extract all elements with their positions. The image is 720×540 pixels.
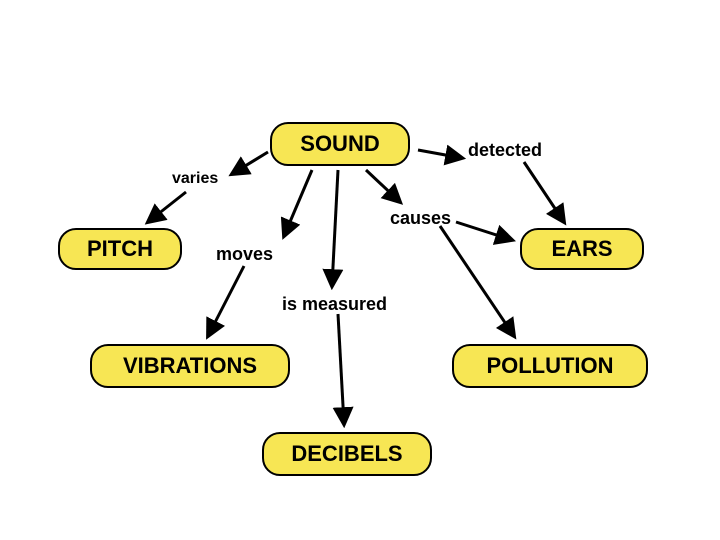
arrow-causes-to-pollution [440,226,514,336]
edge-label-causes-text: causes [390,208,451,228]
node-sound: SOUND [270,122,410,166]
arrow-sound-to-moves [284,170,312,236]
edge-label-varies-text: varies [172,170,218,187]
arrow-measured-to-decibels [338,314,344,424]
node-pollution-label: POLLUTION [486,353,613,379]
node-vibrations-label: VIBRATIONS [123,353,257,379]
node-pollution: POLLUTION [452,344,648,388]
arrow-moves-to-vibrations [208,266,244,336]
node-decibels-label: DECIBELS [291,441,402,467]
node-pitch-label: PITCH [87,236,153,262]
edge-label-varies: varies [172,170,218,188]
node-pitch: PITCH [58,228,182,270]
node-vibrations: VIBRATIONS [90,344,290,388]
node-ears-label: EARS [551,236,612,262]
edge-label-detected-text: detected [468,140,542,160]
node-ears: EARS [520,228,644,270]
arrow-detected-to-ears [524,162,564,222]
arrow-sound-to-detected [418,150,462,158]
edge-label-moves: moves [216,244,273,265]
concept-map-stage: SOUND PITCH EARS VIBRATIONS POLLUTION DE… [0,0,720,540]
node-decibels: DECIBELS [262,432,432,476]
edge-label-measured: is measured [282,294,387,315]
edge-label-detected: detected [468,140,542,161]
edge-label-moves-text: moves [216,244,273,264]
edge-label-measured-text: is measured [282,294,387,314]
arrow-causes-to-ears [456,222,512,240]
edge-label-causes: causes [390,208,451,229]
arrow-sound-to-varies [232,152,268,174]
arrow-varies-to-pitch [148,192,186,222]
arrow-sound-to-causes [366,170,400,202]
node-sound-label: SOUND [300,131,379,157]
arrow-sound-to-measured [332,170,338,286]
